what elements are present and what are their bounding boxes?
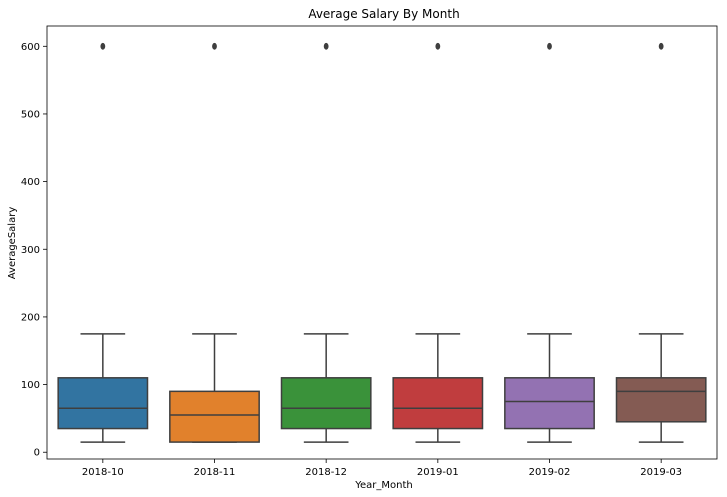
box-2018-12 <box>280 42 372 443</box>
box-body <box>615 377 707 423</box>
y-axis: 0 100 200 300 400 500 600 <box>21 42 47 459</box>
outlier-point <box>323 42 329 50</box>
x-tick-label: 2018-11 <box>194 467 236 478</box>
box-2018-10 <box>57 42 149 443</box>
x-tick-label: 2019-02 <box>529 467 571 478</box>
box-body <box>280 377 372 430</box>
y-tick-label: 500 <box>21 109 40 120</box>
axes-frame <box>46 25 718 460</box>
chart-title: Average Salary By Month <box>308 7 459 21</box>
x-axis: 2018-10 2018-11 2018-12 2019-01 2019-02 2019-… <box>82 459 682 478</box>
outlier-point <box>212 42 217 50</box>
plot-area <box>46 25 718 460</box>
y-tick-label: 0 <box>34 448 40 459</box>
box-2018-11 <box>169 42 260 443</box>
y-tick-label: 200 <box>21 312 40 323</box>
box-body <box>504 377 595 430</box>
x-tick-label: 2019-01 <box>417 467 459 478</box>
x-tick-label: 2019-03 <box>640 467 682 478</box>
x-tick-label: 2018-12 <box>305 467 347 478</box>
outlier-point <box>547 42 552 50</box>
box-2019-02 <box>504 42 595 443</box>
y-tick-label: 400 <box>21 177 40 188</box>
box-body <box>169 390 260 443</box>
x-tick-label: 2018-10 <box>82 467 124 478</box>
outlier-point <box>435 42 441 50</box>
box-2019-03 <box>615 42 707 443</box>
outlier-point <box>658 42 664 50</box>
y-tick-label: 100 <box>21 380 40 391</box>
box-2019-01 <box>392 42 484 443</box>
x-axis-title: Year_Month <box>354 480 413 491</box>
outlier-point <box>100 42 106 50</box>
y-tick-label: 300 <box>21 245 40 256</box>
y-axis-title: AverageSalary <box>7 207 18 280</box>
box-body <box>57 377 149 430</box>
y-tick-label: 600 <box>21 42 40 53</box>
box-body <box>392 377 484 430</box>
